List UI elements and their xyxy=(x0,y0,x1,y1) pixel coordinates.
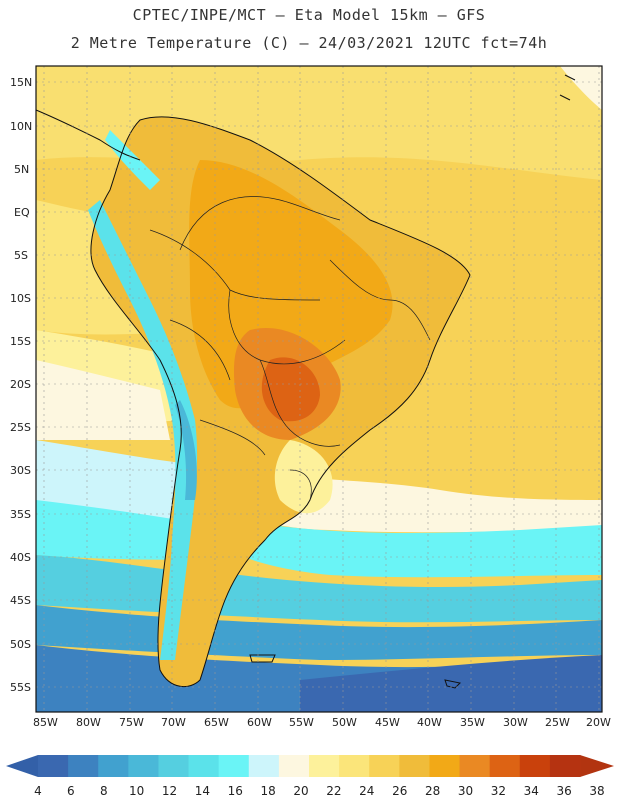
lat-label: 50S xyxy=(10,638,31,651)
colorbar-box xyxy=(459,755,491,777)
colorbar-tick-label: 20 xyxy=(293,784,308,798)
lat-label: 15N xyxy=(10,76,32,89)
colorbar-box xyxy=(429,755,461,777)
colorbar-box xyxy=(218,755,250,777)
temperature-map: 15N 10N 5N EQ 5S 10S 15S 20S 25S 30S 35S… xyxy=(10,65,611,728)
colorbar-box xyxy=(38,755,69,777)
colorbar-box xyxy=(188,755,220,777)
colorbar-tick-label: 14 xyxy=(195,784,210,798)
colorbar-tick-label: 16 xyxy=(228,784,243,798)
lat-label: 5S xyxy=(14,249,28,262)
lon-label: 40W xyxy=(417,716,442,728)
latitude-labels: 15N 10N 5N EQ 5S 10S 15S 20S 25S 30S 35S… xyxy=(10,76,32,694)
colorbar-tick-label: 28 xyxy=(425,784,440,798)
colorbar-tick-label: 8 xyxy=(100,784,108,798)
colorbar-box xyxy=(549,755,581,777)
colorbar-box xyxy=(248,755,280,777)
lon-label: 20W xyxy=(586,716,611,728)
lon-label: 55W xyxy=(289,716,314,728)
colorbar-box xyxy=(158,755,190,777)
colorbar-box xyxy=(399,755,430,777)
lon-label: 65W xyxy=(204,716,229,728)
colorbar-labels: 4 6 8 10 12 14 16 18 20 22 24 26 28 30 32 34 36 38 xyxy=(34,784,604,798)
colorbar-box xyxy=(98,755,129,777)
lat-label: 25S xyxy=(10,421,31,434)
lon-label: 30W xyxy=(503,716,528,728)
colorbar-tick-label: 12 xyxy=(162,784,177,798)
colorbar-box xyxy=(489,755,521,777)
colorbar-tick-label: 6 xyxy=(67,784,75,798)
south-america-landmass xyxy=(88,116,470,687)
lon-label: 70W xyxy=(161,716,186,728)
lat-label: 15S xyxy=(10,335,31,348)
colorbar-tick-label: 18 xyxy=(261,784,276,798)
colorbar-box xyxy=(68,755,99,777)
colorbar-tick-label: 36 xyxy=(556,784,571,798)
lat-label: 20S xyxy=(10,378,31,391)
colorbar-tick-label: 22 xyxy=(326,784,341,798)
colorbar-box xyxy=(128,755,159,777)
colorbar-tick-label: 38 xyxy=(589,784,604,798)
lon-label: 50W xyxy=(332,716,357,728)
colorbar-box xyxy=(339,755,370,777)
lon-label: 60W xyxy=(247,716,272,728)
colorbar-tick-label: 10 xyxy=(129,784,144,798)
colorbar-tick-label: 30 xyxy=(458,784,473,798)
lon-label: 85W xyxy=(33,716,58,728)
lon-label: 45W xyxy=(375,716,400,728)
colorbar-tick-label: 4 xyxy=(34,784,42,798)
lon-label: 80W xyxy=(76,716,101,728)
lat-label: 45S xyxy=(10,594,31,607)
lat-label: 55S xyxy=(10,681,31,694)
lat-label: 10S xyxy=(10,292,31,305)
colorbar-over-arrow xyxy=(580,755,614,777)
lon-label: 35W xyxy=(460,716,485,728)
map-frame xyxy=(35,65,603,713)
colorbar-box xyxy=(369,755,400,777)
lat-label: 5N xyxy=(14,163,29,176)
map-title: CPTEC/INPE/MCT – Eta Model 15km – GFS xyxy=(132,6,486,24)
lon-label: 25W xyxy=(545,716,570,728)
lat-label: 35S xyxy=(10,508,31,521)
colorbar-box xyxy=(309,755,340,777)
colorbar-box xyxy=(278,755,310,777)
colorbar-tick-label: 34 xyxy=(524,784,539,798)
colorbar-boxes xyxy=(38,755,581,777)
map-subtitle: 2 Metre Temperature (C) – 24/03/2021 12U… xyxy=(70,34,548,52)
lat-lon-gridlines xyxy=(36,66,602,712)
lat-label: 10N xyxy=(10,120,32,133)
colorbar-under-arrow xyxy=(6,755,38,777)
country-borders xyxy=(149,196,431,501)
colorbar-tick-label: 32 xyxy=(491,784,506,798)
lat-label: 40S xyxy=(10,551,31,564)
coastline-outline xyxy=(35,74,576,689)
temperature-colorbar: 4 6 8 10 12 14 16 18 20 22 24 26 28 30 32 34 36 38 xyxy=(6,755,614,798)
colorbar-box xyxy=(519,755,551,777)
longitude-labels: 85W 80W 75W 70W 65W 60W 55W 50W 45W 40W … xyxy=(33,716,611,728)
lon-label: 75W xyxy=(119,716,144,728)
colorbar-tick-label: 24 xyxy=(359,784,374,798)
lat-label: EQ xyxy=(14,206,30,219)
lat-label: 30S xyxy=(10,464,31,477)
colorbar-tick-label: 26 xyxy=(392,784,407,798)
